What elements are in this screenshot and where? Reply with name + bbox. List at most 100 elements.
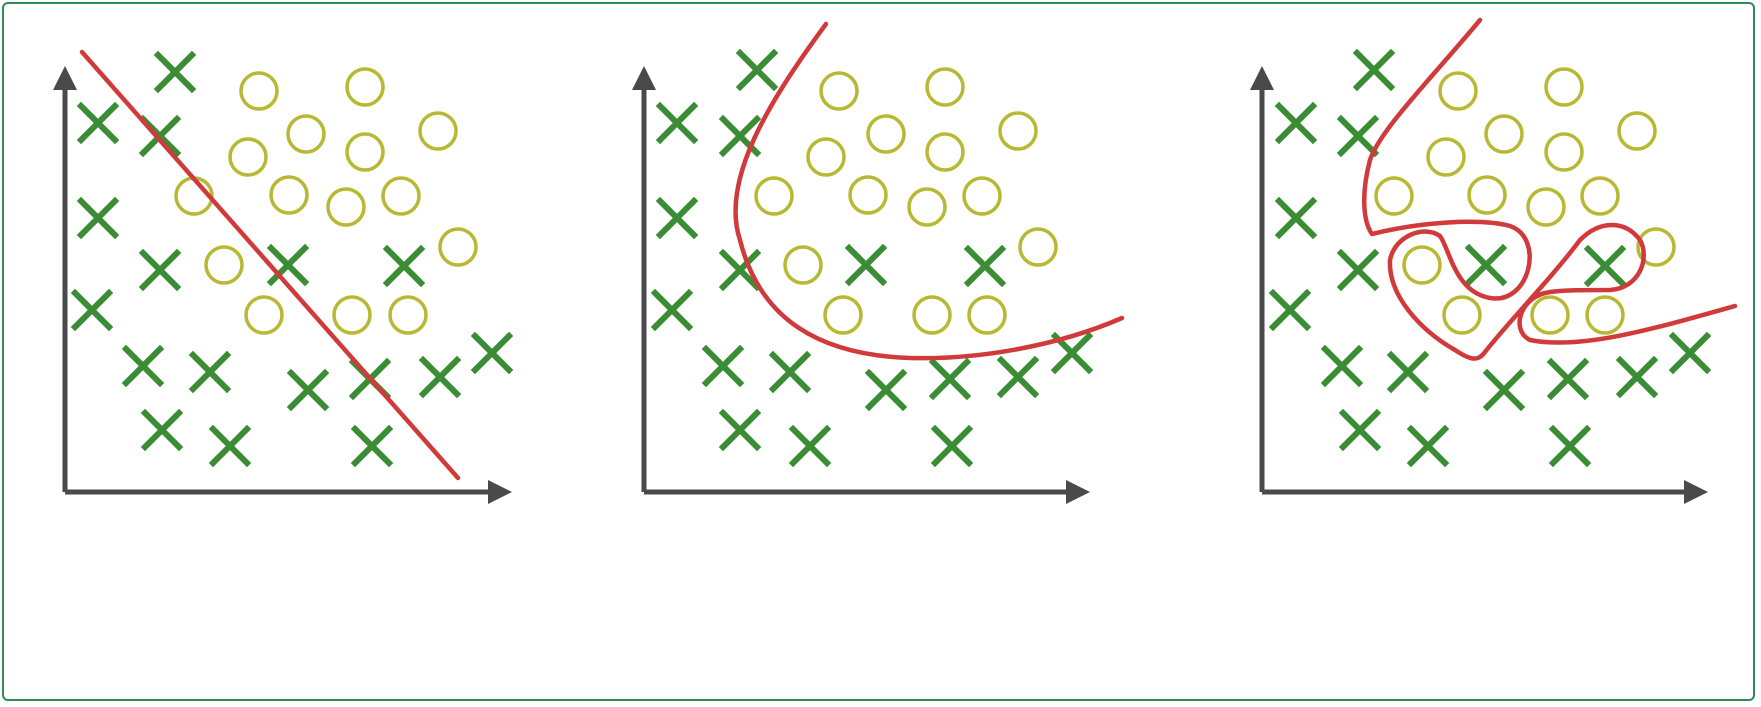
- x-mark-icon: [153, 50, 197, 94]
- x-mark-icon: [655, 196, 699, 240]
- decision-boundary: [733, 21, 1125, 361]
- circle-icon: [1617, 111, 1657, 151]
- circle-icon: [1636, 227, 1676, 267]
- x-mark-icon: [138, 248, 182, 292]
- circle-icon: [1585, 295, 1625, 335]
- circle-icon: [1484, 114, 1524, 154]
- x-mark-icon: [1274, 101, 1318, 145]
- x-mark-icon: [655, 101, 699, 145]
- x-mark-icon: [718, 248, 762, 292]
- x-mark-icon: [1583, 244, 1627, 288]
- x-mark-icon: [70, 288, 114, 332]
- x-mark-icon: [735, 48, 779, 92]
- x-mark-icon: [76, 101, 120, 145]
- x-mark-icon: [1274, 196, 1318, 240]
- x-mark-icon: [266, 243, 310, 287]
- circle-icon: [345, 67, 385, 107]
- circle-icon: [819, 71, 859, 111]
- x-mark-icon: [1336, 248, 1380, 292]
- x-mark-icon: [188, 350, 232, 394]
- x-mark-icon: [788, 424, 832, 468]
- circle-icon: [866, 114, 906, 154]
- x-mark-icon: [1406, 424, 1450, 468]
- x-mark-icon: [1320, 344, 1364, 388]
- x-mark-icon: [1336, 114, 1380, 158]
- x-mark-icon: [140, 408, 184, 452]
- circle-icon: [1426, 137, 1466, 177]
- x-mark-icon: [382, 244, 426, 288]
- x-mark-icon: [701, 344, 745, 388]
- circle-icon: [1467, 175, 1507, 215]
- circle-icon: [345, 132, 385, 172]
- x-mark-icon: [1546, 357, 1590, 401]
- x-axis-arrow-icon: [1684, 480, 1708, 504]
- panel-underfit: [53, 49, 514, 504]
- x-mark-icon: [76, 196, 120, 240]
- circle-icon: [228, 137, 268, 177]
- circle-icon: [418, 111, 458, 151]
- y-axis-arrow-icon: [632, 66, 656, 90]
- circle-icon: [998, 111, 1038, 151]
- circle-icon: [381, 176, 421, 216]
- circle-icon: [754, 176, 794, 216]
- circle-icon: [244, 295, 284, 335]
- decision-boundary: [79, 49, 461, 481]
- circle-icon: [962, 176, 1002, 216]
- x-mark-icon: [718, 408, 762, 452]
- x-mark-icon: [963, 244, 1007, 288]
- x-mark-icon: [350, 424, 394, 468]
- circle-icon: [823, 295, 863, 335]
- x-mark-icon: [650, 288, 694, 332]
- x-mark-icon: [1464, 243, 1508, 287]
- circle-icon: [1544, 67, 1584, 107]
- x-mark-icon: [1268, 288, 1312, 332]
- circle-icon: [1402, 245, 1442, 285]
- circle-icon: [1438, 71, 1478, 111]
- x-mark-icon: [1668, 331, 1712, 375]
- x-mark-icon: [470, 331, 514, 375]
- circle-icon: [967, 295, 1007, 335]
- x-mark-icon: [930, 424, 974, 468]
- decision-boundary: [1362, 17, 1738, 361]
- circle-icon: [1374, 176, 1414, 216]
- x-mark-icon: [1386, 350, 1430, 394]
- panel-good-fit: [632, 21, 1125, 504]
- circle-icon: [438, 227, 478, 267]
- circle-icon: [907, 187, 947, 227]
- circle-icon: [783, 245, 823, 285]
- circle-icon: [1018, 227, 1058, 267]
- x-mark-icon: [928, 357, 972, 401]
- x-mark-icon: [768, 350, 812, 394]
- circle-icon: [239, 71, 279, 111]
- circle-icon: [1530, 295, 1570, 335]
- circle-icon: [388, 295, 428, 335]
- x-mark-icon: [864, 368, 908, 412]
- x-mark-icon: [996, 355, 1040, 399]
- circle-icon: [1580, 176, 1620, 216]
- x-mark-icon: [844, 243, 888, 287]
- circle-icon: [912, 295, 952, 335]
- x-mark-icon: [1548, 424, 1592, 468]
- circle-icon: [286, 114, 326, 154]
- circle-icon: [1442, 295, 1482, 335]
- y-axis-arrow-icon: [53, 66, 77, 90]
- circle-icon: [326, 187, 366, 227]
- circle-icon: [1526, 187, 1566, 227]
- x-mark-icon: [1352, 48, 1396, 92]
- circle-icon: [806, 137, 846, 177]
- x-mark-icon: [1338, 408, 1382, 452]
- x-mark-icon: [418, 355, 462, 399]
- circle-icon: [269, 175, 309, 215]
- x-axis-arrow-icon: [1066, 480, 1090, 504]
- x-mark-icon: [1615, 355, 1659, 399]
- x-mark-icon: [1482, 368, 1526, 412]
- x-axis-arrow-icon: [488, 480, 512, 504]
- x-mark-icon: [121, 344, 165, 388]
- y-axis-arrow-icon: [1250, 66, 1274, 90]
- circle-icon: [925, 67, 965, 107]
- circle-icon: [1544, 132, 1584, 172]
- circle-icon: [848, 175, 888, 215]
- x-mark-icon: [286, 368, 330, 412]
- circle-icon: [925, 132, 965, 172]
